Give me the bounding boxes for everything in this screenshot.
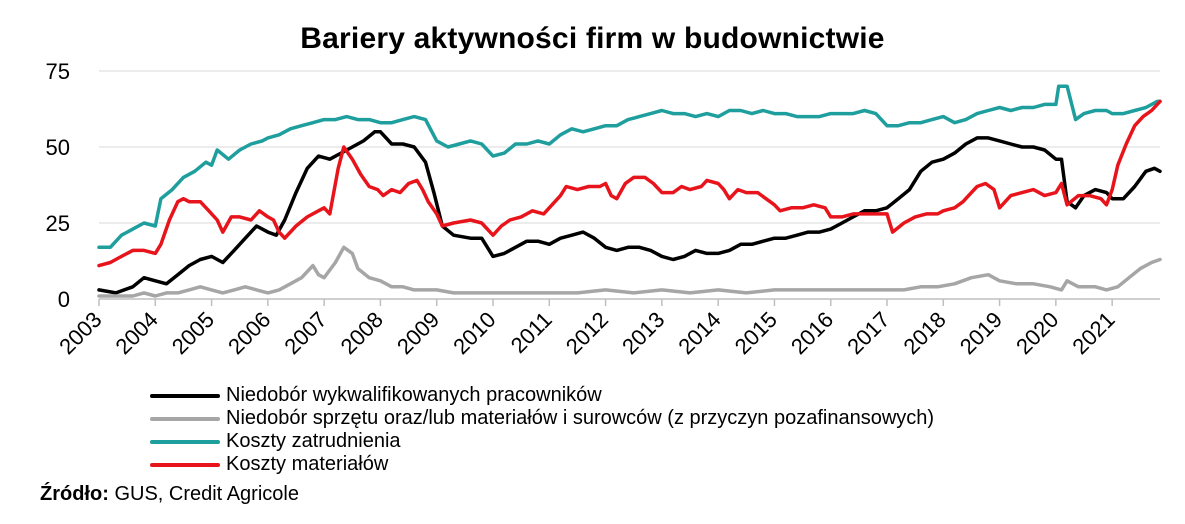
source-text: GUS, Credit Agricole [114,483,299,505]
y-tick-label: 50 [46,135,70,160]
legend-label-employment-costs: Koszty zatrudnienia [226,430,401,452]
x-tick-label: 2016 [786,307,838,359]
y-tick-label: 0 [58,287,70,312]
x-tick-label: 2005 [167,307,219,359]
x-tick-label: 2017 [842,307,894,359]
x-tick-label: 2011 [506,307,557,358]
x-tick-label: 2012 [561,307,613,359]
legend: Niedobór wykwalifikowanych pracowników N… [150,384,934,476]
source-label: Źródło: [40,483,109,505]
y-axis: 0 25 50 75 [46,59,70,312]
x-axis: 2003 2004 2005 2006 2007 2008 2009 2010 2011 2012… [54,298,1160,359]
x-tick-label: 2013 [617,307,669,359]
x-tick-label: 2008 [336,307,388,359]
series-line-skilled-labor [97,130,1162,295]
legend-swatch-material-costs [150,462,220,467]
legend-label-equipment-shortage: Niedobór sprzętu oraz/lub materiałów i s… [226,407,935,429]
x-tick-label: 2006 [223,307,275,359]
x-tick-label: 2007 [279,307,331,359]
series-line-employment-costs [97,84,1162,250]
legend-item-employment-costs: Koszty zatrudnienia [150,430,934,453]
gridlines [99,70,1160,224]
series-line-equipment-shortage [97,245,1162,298]
y-tick-label: 75 [46,59,70,84]
x-tick-label: 2014 [673,307,725,359]
legend-swatch-employment-costs [150,439,220,444]
legend-item-skilled-labor: Niedobór wykwalifikowanych pracowników [150,384,934,407]
x-tick-label: 2004 [111,307,163,359]
legend-item-equipment-shortage: Niedobór sprzętu oraz/lub materiałów i s… [150,407,934,430]
x-tick-label: 2018 [899,307,951,359]
source-note: Źródło: GUS, Credit Agricole [40,483,299,506]
x-tick-label: 2010 [448,307,500,359]
x-tick-label: 2020 [1011,307,1063,359]
x-tick-label: 2021 [1067,307,1119,359]
legend-label-material-costs: Koszty materiałów [226,453,389,475]
legend-label-skilled-labor: Niedobór wykwalifikowanych pracowników [226,384,602,406]
x-tick-label: 2009 [392,307,444,359]
x-tick-label: 2019 [955,307,1007,359]
x-tick-label: 2003 [54,307,106,359]
chart-title: Bariery aktywności firm w budownictwie [300,22,885,55]
legend-item-material-costs: Koszty materiałów [150,453,934,476]
legend-swatch-equipment-shortage [150,416,220,421]
y-tick-label: 25 [46,211,70,236]
x-tick-label: 2015 [730,307,782,359]
series-line-material-costs [97,99,1162,268]
series-lines [97,84,1162,298]
legend-swatch-skilled-labor [150,393,220,398]
